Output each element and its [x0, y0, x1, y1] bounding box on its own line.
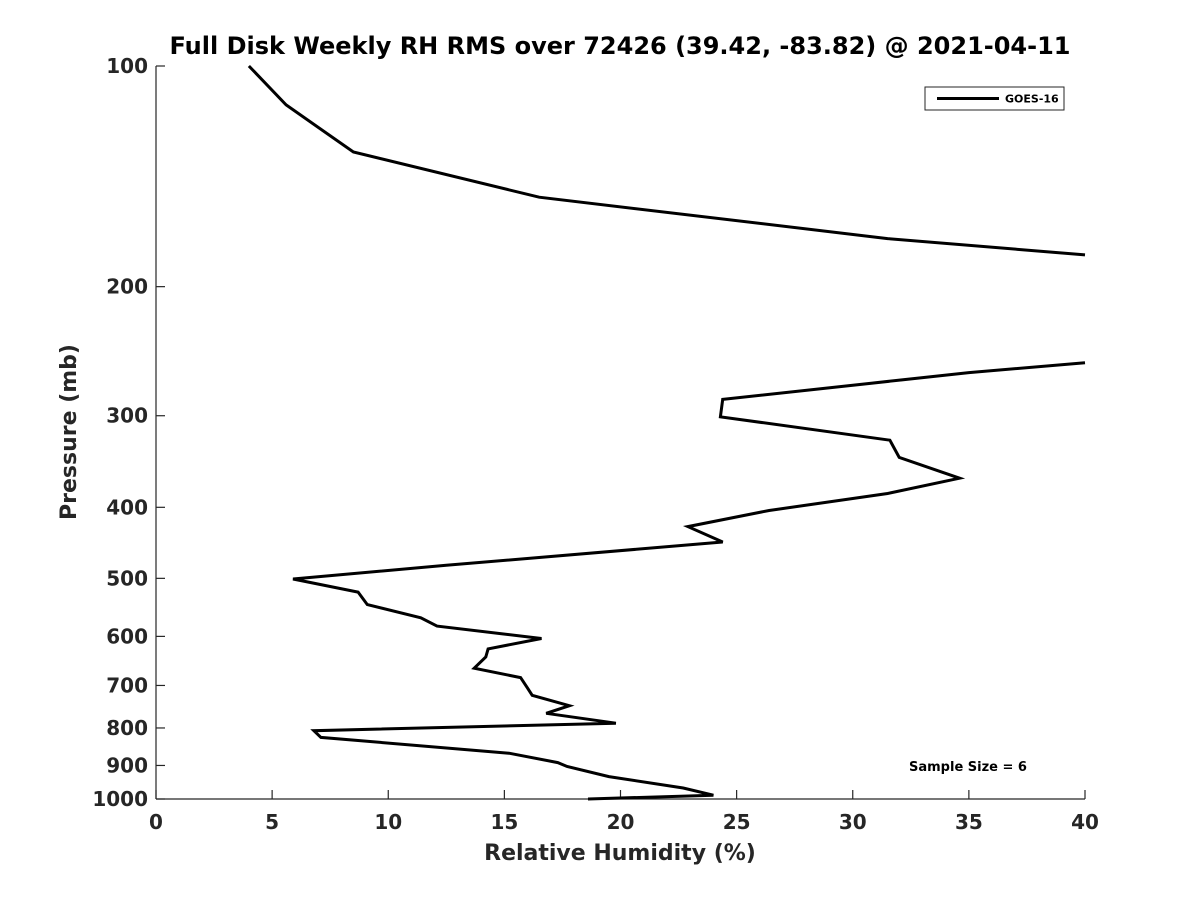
y-tick-label: 700 — [106, 673, 148, 697]
series-group — [247, 64, 1086, 801]
y-tick-label: 900 — [106, 753, 148, 777]
series-line-goes-16-segment-1 — [247, 64, 1086, 257]
series-line-goes-16-segment-2 — [292, 361, 1086, 801]
x-axis-ticks: 0 5 10 15 20 25 30 35 40 — [149, 790, 1099, 834]
x-tick-label: 20 — [607, 810, 635, 834]
legend: GOES-16 — [924, 86, 1065, 111]
x-tick-label: 5 — [265, 810, 279, 834]
x-tick-label: 35 — [955, 810, 983, 834]
y-tick-label: 400 — [106, 495, 148, 519]
x-tick-label: 25 — [723, 810, 751, 834]
y-tick-label: 600 — [106, 624, 148, 648]
y-tick-label: 800 — [106, 716, 148, 740]
y-tick-label: 200 — [106, 275, 148, 299]
y-tick-label: 500 — [106, 566, 148, 590]
x-tick-label: 10 — [374, 810, 402, 834]
plot-frame — [156, 66, 1085, 799]
x-tick-label: 40 — [1071, 810, 1099, 834]
x-tick-label: 15 — [490, 810, 518, 834]
y-tick-label: 100 — [106, 54, 148, 78]
y-axis-ticks: 100 200 300 400 500 600 700 800 900 1000 — [92, 54, 165, 811]
y-tick-label: 1000 — [92, 787, 148, 811]
x-axis-label: Relative Humidity (%) — [484, 841, 756, 866]
x-tick-label: 30 — [839, 810, 867, 834]
chart-title: Full Disk Weekly RH RMS over 72426 (39.4… — [169, 32, 1070, 60]
plot-area: 0 5 10 15 20 25 30 35 40 100 200 300 400 500 600 700 80… — [92, 54, 1099, 834]
legend-label-goes-16: GOES-16 — [1005, 93, 1059, 106]
y-tick-label: 300 — [106, 404, 148, 428]
sample-size-annotation: Sample Size = 6 — [909, 760, 1027, 775]
x-tick-label: 0 — [149, 810, 163, 834]
y-axis-label: Pressure (mb) — [57, 344, 82, 520]
